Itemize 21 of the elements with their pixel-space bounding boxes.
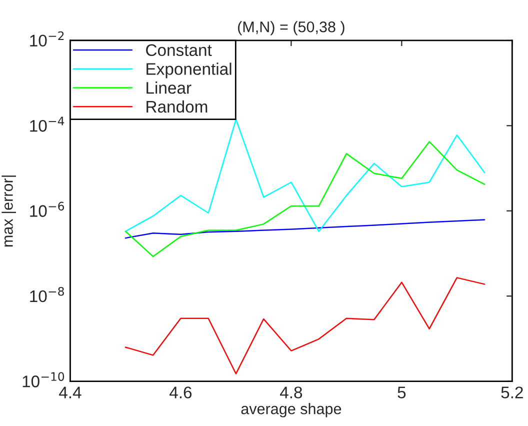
y-tick-label: 10$^{−8}$ [30, 286, 64, 302]
legend-label: Random [146, 100, 208, 113]
line-series [124, 141, 486, 258]
chart-title: (M,N) = (50,38 ) [238, 21, 344, 36]
y-tick-label: 10$^{−4}$ [30, 116, 64, 132]
line-series [124, 277, 486, 374]
x-tick-label: 5.2 [501, 386, 523, 398]
y-tick-label: 10$^{−2}$ [30, 31, 64, 47]
line-series [124, 219, 486, 239]
legend-label: Linear [146, 82, 192, 94]
legend-label: Constant [146, 44, 212, 56]
x-tick-label: 4.8 [280, 386, 302, 398]
y-tick-label: 10$^{−6}$ [30, 202, 64, 217]
legend-label: Exponential [146, 62, 232, 78]
y-tick-label: 10$^{−10}$ [22, 372, 64, 388]
y-axis-title: max |error| [2, 176, 16, 247]
x-tick-label: 5 [398, 386, 406, 398]
x-axis-title: average shape [241, 403, 342, 418]
line-series [124, 118, 486, 232]
x-tick-label: 4.6 [170, 386, 192, 398]
x-tick-label: 4.4 [59, 386, 82, 398]
